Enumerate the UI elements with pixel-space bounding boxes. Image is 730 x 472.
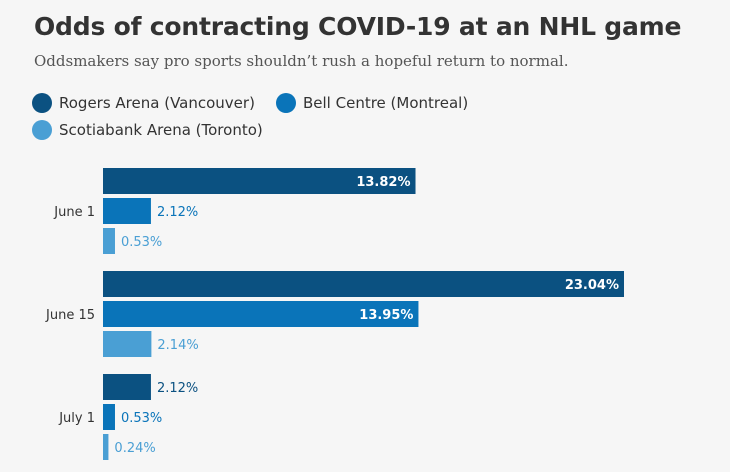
legend-label-vancouver: Rogers Arena (Vancouver) [59, 94, 255, 112]
chart-title: Odds of contracting COVID-19 at an NHL g… [34, 12, 682, 41]
category-label-june-1: June 1 [53, 205, 95, 220]
legend-label-toronto: Scotiabank Arena (Toronto) [59, 121, 263, 139]
data-label-rogers-arena-vancouver-june-1: 13.82% [356, 175, 410, 190]
bar-rogers-arena-vancouver-july-1[interactable] [103, 374, 151, 400]
bar-bell-centre-montreal-july-1[interactable] [103, 404, 115, 430]
bar-rogers-arena-vancouver-june-15[interactable] [103, 271, 624, 297]
data-label-rogers-arena-vancouver-june-15: 23.04% [565, 278, 619, 293]
legend-swatch-toronto [32, 120, 52, 140]
bar-scotiabank-arena-toronto-june-1[interactable] [103, 228, 115, 254]
legend-swatch-montreal [276, 93, 296, 113]
bar-bell-centre-montreal-june-15[interactable] [103, 301, 419, 327]
data-label-scotiabank-arena-toronto-june-15: 2.14% [157, 338, 198, 353]
bar-scotiabank-arena-toronto-june-15[interactable] [103, 331, 152, 357]
bar-scotiabank-arena-toronto-july-1[interactable] [103, 434, 109, 460]
category-label-june-15: June 15 [45, 308, 95, 323]
legend-label-montreal: Bell Centre (Montreal) [303, 94, 469, 112]
data-label-rogers-arena-vancouver-july-1: 2.12% [157, 381, 198, 396]
legend-item-toronto[interactable]: Scotiabank Arena (Toronto) [32, 120, 263, 140]
chart-subtitle: Oddsmakers say pro sports shouldn’t rush… [34, 52, 569, 70]
data-label-scotiabank-arena-toronto-july-1: 0.24% [114, 441, 155, 456]
data-label-bell-centre-montreal-june-1: 2.12% [157, 205, 198, 220]
data-label-bell-centre-montreal-june-15: 13.95% [359, 308, 413, 323]
legend-item-montreal[interactable]: Bell Centre (Montreal) [276, 93, 468, 113]
bar-bell-centre-montreal-june-1[interactable] [103, 198, 151, 224]
data-label-scotiabank-arena-toronto-june-1: 0.53% [121, 235, 162, 250]
legend-item-vancouver[interactable]: Rogers Arena (Vancouver) [32, 93, 255, 113]
data-label-bell-centre-montreal-july-1: 0.53% [121, 411, 162, 426]
legend-swatch-vancouver [32, 93, 52, 113]
category-label-july-1: July 1 [58, 411, 95, 426]
bar-rogers-arena-vancouver-june-1[interactable] [103, 168, 416, 194]
